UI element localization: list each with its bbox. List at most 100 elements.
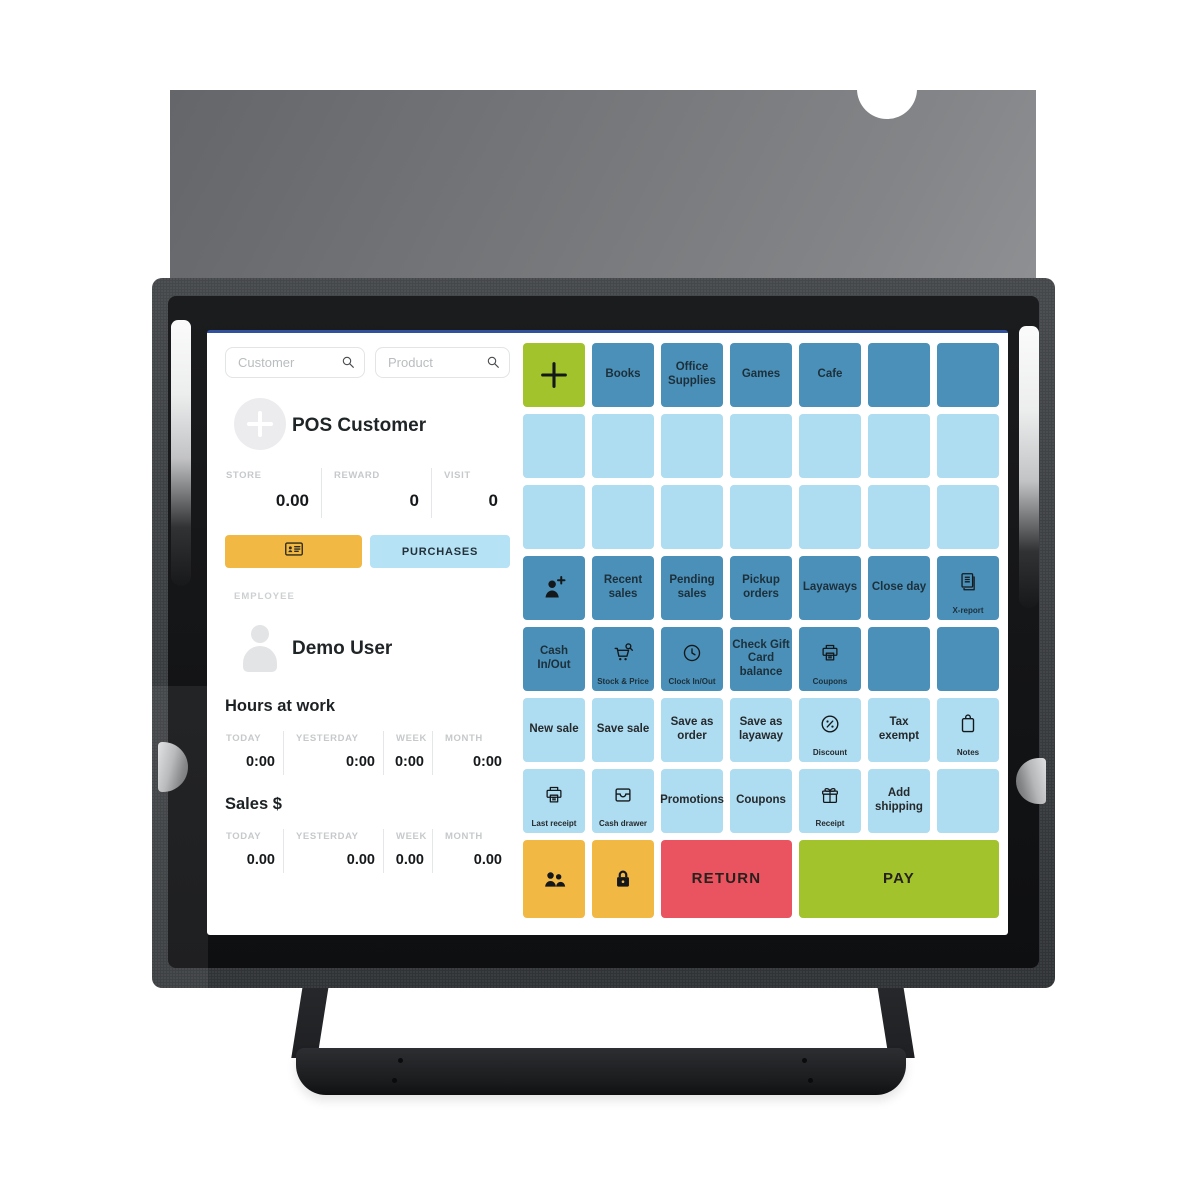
stat-label: REWARD [334,470,380,481]
tile-label: Close day [871,581,927,594]
blank-tile [868,343,930,407]
stat-month: MONTH 0:00 [432,731,510,775]
promotions-tile[interactable]: Promotions [660,769,724,833]
printer-icon [543,786,565,812]
blank-tile [661,485,723,549]
filter-clip-right [1019,326,1039,608]
stat-value: 0.00 [395,852,424,868]
add-customer-tile[interactable] [523,556,585,620]
tile-sublabel: Last receipt [531,818,577,828]
stand-leg-right [877,984,915,1058]
tile-label: Pickup orders [742,574,780,600]
new-sale-tile[interactable]: New sale [523,698,585,762]
stock-price-tile[interactable]: Stock & Price [592,627,654,691]
clock-in-out-tile[interactable]: Clock In/Out [661,627,723,691]
tile-label: PAY [883,870,915,888]
tile-sublabel: Clock In/Out [668,676,716,686]
pickup-orders-tile[interactable]: Pickup orders [730,556,792,620]
stat-today: TODAY 0:00 [225,731,283,775]
printer-icon [819,644,841,670]
stat-value: 0:00 [245,754,275,770]
cafe-tile[interactable]: Cafe [799,343,861,407]
office-supplies-tile[interactable]: Office Supplies [661,343,723,407]
add-product-tile[interactable] [523,343,585,407]
save-sale-tile[interactable]: Save sale [592,698,654,762]
discount-tile[interactable]: Discount [799,698,861,762]
last-receipt-tile[interactable]: Last receipt [523,769,585,833]
stat-value: 0:00 [394,754,424,770]
monitor-frame: POS Customer STORE 0.00 REWARD 0 VISIT 0 PURC… [152,278,1055,988]
blank-tile [937,627,999,691]
return-tile[interactable]: RETURN [661,840,792,918]
save-as-layaway-tile[interactable]: Save as layaway [730,698,792,762]
coupons-tile[interactable]: Coupons [799,627,861,691]
purchases-button[interactable]: PURCHASES [370,535,510,568]
product-search-input[interactable] [376,348,491,377]
blank-tile [523,485,585,549]
blank-tile [868,414,930,478]
books-tile[interactable]: Books [592,343,654,407]
stat-store: STORE 0.00 [225,468,321,518]
hours-title: Hours at work [225,697,336,715]
stand-leg-left [291,984,329,1058]
privacy-filter-sheet [170,90,1036,300]
blank-tile [592,485,654,549]
tile-label: Recent sales [603,574,643,600]
tile-label: Coupons [736,794,786,807]
customer-stats: STORE 0.00 REWARD 0 VISIT 0 [225,468,510,518]
check-gift-card-balance-tile[interactable]: Check Gift Card balance [730,627,792,691]
stat-value: 0 [409,491,419,510]
x-report-tile[interactable]: X-report [937,556,999,620]
blank-tile [937,485,999,549]
layaways-tile[interactable]: Layaways [799,556,861,620]
cash-in-out-tile[interactable]: Cash In/Out [523,627,585,691]
employee-name: Demo User [292,638,393,659]
games-tile[interactable]: Games [730,343,792,407]
tile-label: Check Gift Card balance [732,638,790,678]
filter-tab-right [1016,758,1046,804]
notes-tile[interactable]: Notes [937,698,999,762]
receipt-tile[interactable]: Receipt [799,769,861,833]
report-icon [957,573,979,599]
lock-tile[interactable] [592,840,654,918]
cash-drawer-tile[interactable]: Cash drawer [592,769,654,833]
close-day-tile[interactable]: Close day [868,556,930,620]
stat-label: STORE [226,470,262,481]
cart-search-icon [612,643,634,670]
pay-tile[interactable]: PAY [799,840,999,918]
stat-label: YESTERDAY [296,733,359,744]
tile-label: Save as layaway [738,716,784,742]
pending-sales-tile[interactable]: Pending sales [661,556,723,620]
clock-icon [681,644,703,670]
tile-label: Office Supplies [668,361,716,387]
coupons-tile[interactable]: Coupons [730,769,792,833]
screw-hole [808,1078,813,1083]
stat-visit: VISIT 0 [431,468,510,518]
tile-label: Save sale [596,723,650,736]
filter-clip-left [171,320,191,586]
product-search [375,347,510,378]
blank-tile [523,414,585,478]
customers-tile[interactable] [523,840,585,918]
recent-sales-tile[interactable]: Recent sales [592,556,654,620]
tile-label: Cash In/Out [537,645,571,671]
save-as-order-tile[interactable]: Save as order [661,698,723,762]
tile-sublabel: Receipt [815,818,845,828]
filter-finger-notch [857,59,917,119]
tile-sublabel: X-report [952,605,984,615]
hours-stats: TODAY 0:00 YESTERDAY 0:00 WEEK 0:00 MONTH 0:00 [225,731,510,775]
clipboard-icon [957,714,979,741]
person-add-icon [539,573,569,603]
add-customer-avatar[interactable] [234,398,286,450]
tax-exempt-tile[interactable]: Tax exempt [868,698,930,762]
tile-label: Layaways [802,581,858,594]
tile-sublabel: Coupons [812,676,848,686]
add-shipping-tile[interactable]: Add shipping [868,769,930,833]
tile-sublabel: Cash drawer [598,818,648,828]
customer-search-input[interactable] [226,348,346,377]
screw-hole [392,1078,397,1083]
tile-label: Cafe [817,368,843,381]
customer-card-button[interactable] [225,535,362,568]
screw-hole [398,1058,403,1063]
